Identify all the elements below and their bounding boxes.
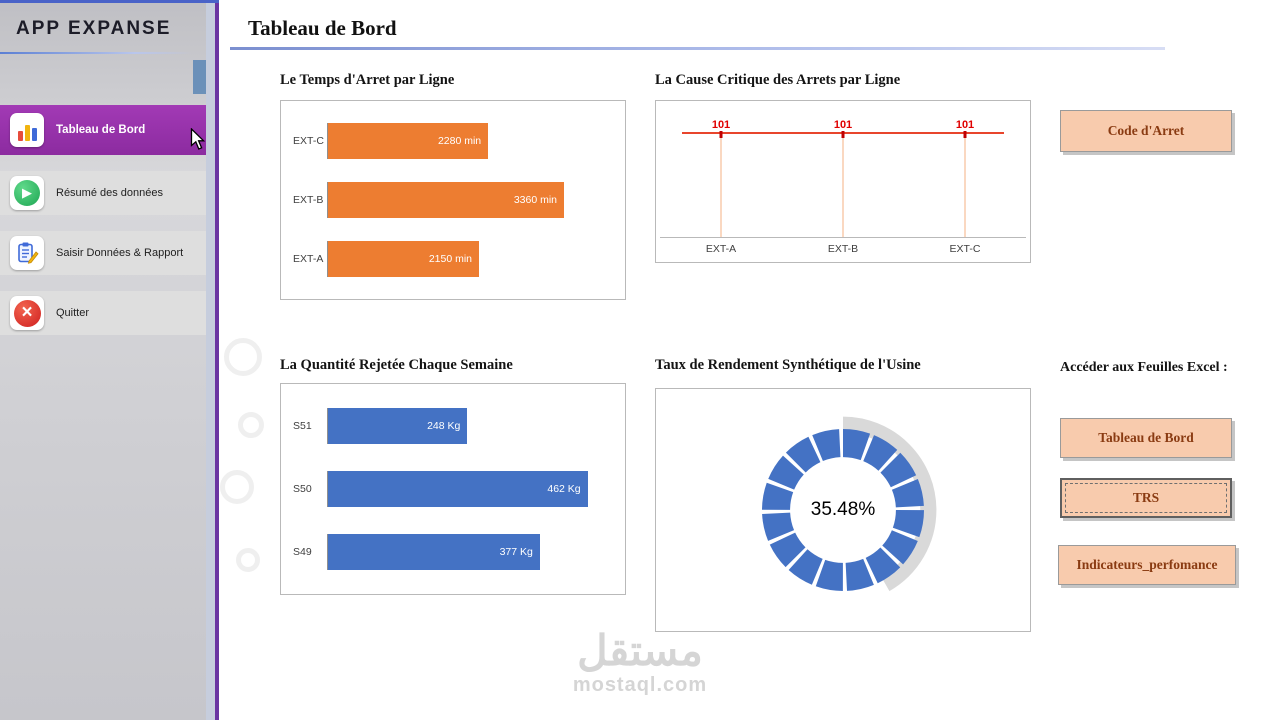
app-title-underline [0,52,192,54]
top-accent-line [0,0,219,3]
line-plot: 101 101 101 [660,101,1026,238]
drop-line [720,134,722,237]
bar-row: S50 462 Kg [289,470,609,507]
bar-value-label: 2150 min [428,253,473,266]
x-axis-label: EXT-A [705,243,737,255]
menu-item-label: Quitter [56,307,90,319]
bar-category-label: EXT-A [293,253,324,266]
bar-value-label: 248 Kg [427,419,461,432]
bar-value-label: 2280 min [437,134,482,147]
bar-row: EXT-A 2150 min [289,241,609,278]
bar-category-label: EXT-B [293,193,324,206]
sidebar-divider-purple [215,0,219,720]
x-axis-label: EXT-B [827,243,859,255]
data-point-marker [963,129,967,138]
tableau-de-bord-button[interactable]: Tableau de Bord [1060,418,1232,458]
bar: 2280 min [328,122,489,159]
gauge-value: 35.48% [810,499,876,520]
clipboard-icon [10,236,44,270]
menu-item-label: Tableau de Bord [56,124,146,136]
page-title: Tableau de Bord [248,16,397,40]
bar-category-label: S49 [293,546,312,559]
drop-line [964,134,966,237]
watermark: مستقل mostaql.com [520,627,760,697]
background-decoration [220,470,254,504]
app-title: APP EXPANSE [16,18,172,39]
green-arrow-icon: ▶ [10,176,44,210]
trs-button[interactable]: TRS [1060,478,1232,518]
sidebar-item-quitter[interactable]: × Quitter [0,291,206,335]
bar: 248 Kg [328,407,468,444]
bar-row: EXT-B 3360 min [289,181,609,218]
bar-category-label: EXT-C [293,134,324,147]
menu-item-label: Résumé des données [56,187,164,199]
header-underline [230,47,1165,50]
bar-value-label: 377 Kg [499,546,533,559]
bar-track: 2150 min [327,241,609,278]
drop-line [842,134,844,237]
sidebar-item-resume-des-donnees[interactable]: ▶ Résumé des données [0,171,206,215]
chart-downtime-per-line: EXT-C 2280 min EXT-B 3360 min EXT-A 2150 min [280,100,626,300]
bar: 3360 min [328,181,565,218]
bar-track: 3360 min [327,181,609,218]
bar-track: 248 Kg [327,407,609,444]
sidebar: APP EXPANSE Tableau de Bord ▶ Résumé des… [0,0,207,720]
indicateurs-performance-button[interactable]: Indicateurs_perfomance [1058,545,1236,585]
bar-value-label: 462 Kg [547,482,581,495]
bar-category-label: S51 [293,419,312,432]
bar-category-label: S50 [293,482,312,495]
bar-track: 2280 min [327,122,609,159]
chart-title-critical-cause: La Cause Critique des Arrets par Ligne [655,72,901,88]
data-point-marker [719,129,723,138]
mouse-cursor [190,128,206,150]
red-x-icon: × [10,296,44,330]
watermark-domain: mostaql.com [572,674,708,697]
bar-track: 462 Kg [327,470,609,507]
background-decoration [238,412,264,438]
sidebar-item-tableau-de-bord[interactable]: Tableau de Bord [0,105,206,155]
gauge-donut [749,416,937,604]
chart-title-rejected-quantity: La Quantité Rejetée Chaque Semaine [280,357,513,373]
bar-row: S51 248 Kg [289,407,609,444]
sidebar-menu: Tableau de Bord ▶ Résumé des données [0,105,206,351]
bar-row: S49 377 Kg [289,534,609,571]
excel-sheets-label: Accéder aux Feuilles Excel : [1060,360,1228,375]
bar-track: 377 Kg [327,534,609,571]
bar-row: EXT-C 2280 min [289,122,609,159]
bar: 377 Kg [328,534,540,571]
data-point-label: 101 [953,119,977,131]
data-point-label: 101 [831,119,855,131]
background-decoration [236,548,260,572]
menu-item-label: Saisir Données & Rapport [56,247,184,259]
chart-rejected-quantity: S51 248 Kg S50 462 Kg S49 377 Kg [280,383,626,595]
sidebar-item-saisir-donnees-rapport[interactable]: Saisir Données & Rapport [0,231,206,275]
bar-chart-icon [10,113,44,147]
chart-trs-gauge: 35.48% [655,388,1031,632]
data-point-marker [841,129,845,138]
x-axis: EXT-A EXT-B EXT-C [660,238,1026,262]
code-arret-button[interactable]: Code d'Arret [1060,110,1232,152]
chart-critical-cause: 101 101 101 EXT-A EXT-B EXT-C [655,100,1031,263]
chart-title-trs-gauge: Taux de Rendement Synthétique de l'Usine [655,357,921,373]
data-point-label: 101 [709,119,733,131]
bar-value-label: 3360 min [513,193,558,206]
chart-title-downtime: Le Temps d'Arret par Ligne [280,72,455,88]
background-decoration [224,338,262,376]
bar: 462 Kg [328,470,588,507]
watermark-arabic: مستقل [577,627,703,674]
x-axis-label: EXT-C [949,243,981,255]
bar: 2150 min [328,241,480,278]
sidebar-divider-light [206,0,215,720]
sidebar-decoration [193,60,207,94]
